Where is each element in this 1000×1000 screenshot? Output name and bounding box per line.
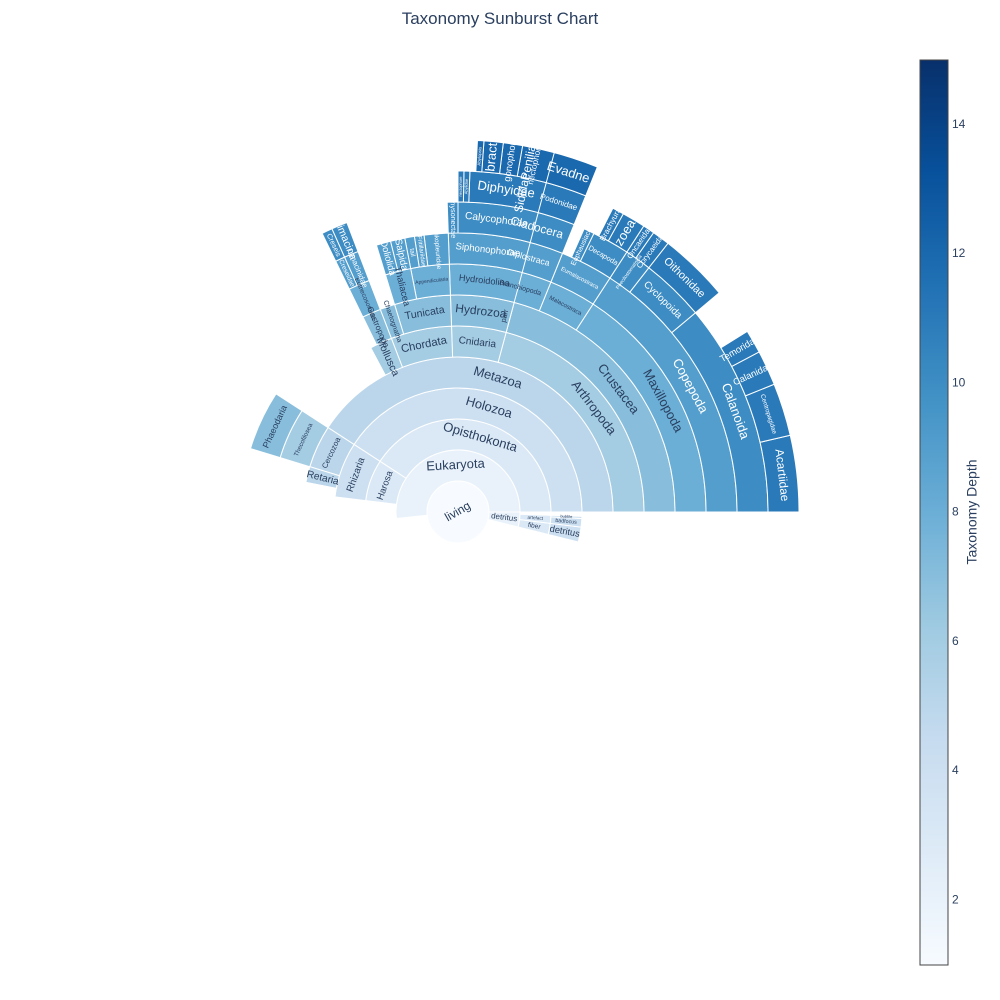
segment-cnidaria[interactable] — [450, 325, 507, 363]
segment-abylopsis[interactable] — [475, 139, 485, 173]
colorbar-tick-label: 8 — [952, 505, 959, 519]
colorbar-tick-label: 14 — [952, 117, 966, 131]
chart-title: Taxonomy Sunburst Chart — [401, 9, 599, 28]
segment-detritus[interactable] — [487, 511, 521, 528]
segment-bract[interactable] — [481, 140, 504, 175]
colorbar-title: Taxonomy Depth — [964, 459, 980, 564]
colorbar-tick-label: 12 — [952, 246, 966, 260]
sunburst-segments — [249, 139, 800, 544]
colorbar-gradient — [919, 59, 949, 966]
segment-physonectae[interactable] — [446, 201, 459, 234]
segment-doliolida[interactable] — [375, 240, 399, 276]
segment-unlabeled — [303, 481, 337, 498]
colorbar-tick-label: 4 — [952, 763, 959, 777]
segment-creseis[interactable] — [321, 228, 346, 262]
segment-unlabeled — [353, 347, 386, 385]
segment-phaeodaria[interactable] — [249, 393, 303, 459]
colorbar: 2 4 6 8 10 12 14 Taxonomy Depth — [919, 59, 980, 966]
segment-abylidae[interactable] — [462, 170, 471, 203]
colorbar-tick-label: 10 — [952, 375, 966, 389]
colorbar-tick-label: 2 — [952, 893, 959, 907]
segment-unlabeled — [519, 511, 552, 516]
colorbar-tick-label: 6 — [952, 634, 959, 648]
segment-unlabeled — [364, 514, 397, 523]
segment-appendicularia[interactable] — [410, 263, 451, 300]
segment-oikopleuridae[interactable] — [423, 232, 450, 267]
colorbar-ticks: 2 4 6 8 10 12 14 — [952, 117, 966, 907]
segment-nectophore[interactable] — [457, 170, 465, 203]
